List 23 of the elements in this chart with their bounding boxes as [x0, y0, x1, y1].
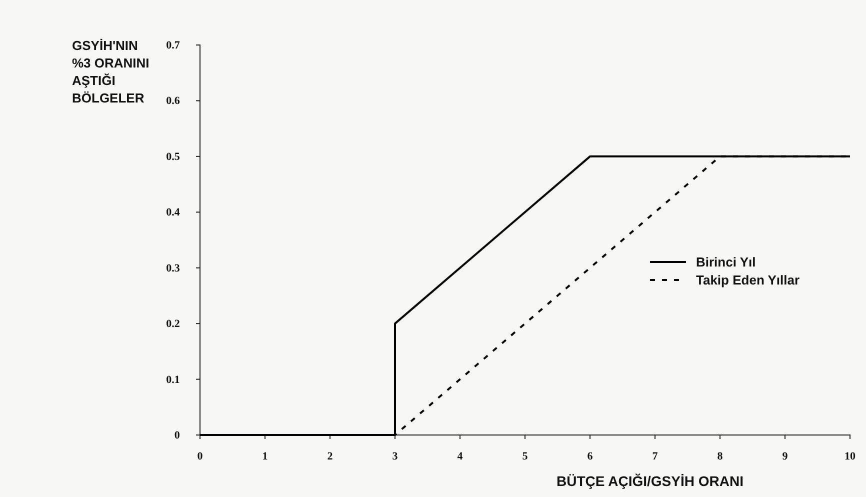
y-tick-label: 0.4 [166, 206, 180, 219]
x-axis-title: BÜTÇE AÇIĞI/GSYİH ORANI [556, 473, 744, 489]
x-tick-label: 5 [522, 450, 528, 463]
x-tick-label: 7 [652, 450, 658, 463]
legend-label: Takip Eden Yıllar [696, 272, 800, 288]
x-tick-label: 3 [392, 450, 398, 463]
x-tick-label: 4 [457, 450, 464, 463]
legend-label: Birinci Yıl [696, 254, 756, 270]
y-axis-title: GSYİH'NIN %3 ORANINI AŞTIĞI BÖLGELER [72, 38, 150, 106]
x-tick-label: 10 [844, 450, 856, 463]
y-tick-label: 0 [174, 430, 180, 442]
x-tick-label: 2 [327, 450, 334, 463]
x-tick-label: 0 [197, 450, 204, 463]
y-tick-label: 0.7 [166, 40, 180, 52]
x-tick-label: 6 [587, 450, 594, 463]
y-tick-label: 0.3 [166, 262, 180, 274]
y-tick-label: 0.5 [166, 150, 180, 163]
y-tick-label: 0.2 [166, 318, 180, 330]
x-tick-label: 9 [782, 450, 788, 463]
y-tick-label: 0.6 [166, 95, 180, 108]
x-tick-label: 1 [262, 450, 268, 463]
x-tick-label: 8 [717, 450, 724, 463]
y-tick-label: 0.1 [166, 374, 180, 386]
